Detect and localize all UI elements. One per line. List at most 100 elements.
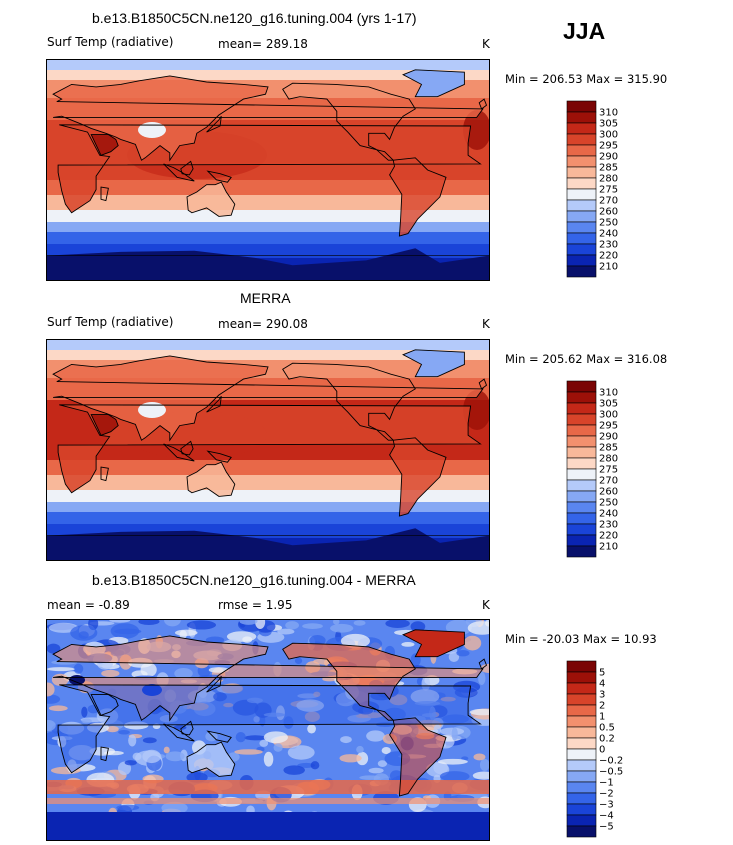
map-fill bbox=[47, 620, 489, 840]
colorbar-box bbox=[566, 479, 597, 492]
colorbar-box bbox=[566, 243, 597, 256]
colorbar-box bbox=[566, 781, 597, 794]
colorbar-box bbox=[566, 402, 597, 415]
colorbar-tick-label: 310 bbox=[599, 388, 618, 399]
colorbar-tick-label: 0.5 bbox=[599, 723, 615, 734]
colorbar-tick-label: 240 bbox=[599, 229, 618, 240]
colorbar: 310 305 300 295 290 285 280 275 270 260 250 240 230 2… bbox=[566, 380, 637, 558]
panel-title: b.e13.B1850C5CN.ne120_g16.tuning.004 - M… bbox=[92, 572, 416, 588]
season-label: JJA bbox=[563, 18, 606, 44]
difference-map bbox=[46, 619, 490, 841]
mean-label: mean= 289.18 bbox=[218, 37, 308, 51]
colorbar-box bbox=[566, 232, 597, 245]
colorbar-tick-label: 305 bbox=[599, 119, 618, 130]
colorbar-tick-label: 300 bbox=[599, 130, 618, 141]
colorbar-tick-label: 210 bbox=[599, 262, 618, 273]
colorbar-box bbox=[566, 155, 597, 168]
colorbar-box bbox=[566, 210, 597, 223]
colorbar-tick-label: 2 bbox=[599, 701, 605, 712]
colorbar-tick-label: 280 bbox=[599, 174, 618, 185]
colorbar-box bbox=[566, 122, 597, 135]
colorbar-tick-label: 275 bbox=[599, 465, 618, 476]
minmax-label: Min = 205.62 Max = 316.08 bbox=[505, 352, 668, 366]
colorbar-tick-label: 210 bbox=[599, 542, 618, 553]
colorbar: 310 305 300 295 290 285 280 275 270 260 250 240 230 2… bbox=[566, 100, 637, 278]
colorbar-tick-label: 300 bbox=[599, 410, 618, 421]
colorbar-tick-label: −4 bbox=[599, 811, 614, 822]
colorbar-box bbox=[566, 177, 597, 190]
colorbar-box bbox=[566, 660, 597, 673]
colorbar-box bbox=[566, 814, 597, 827]
colorbar-box bbox=[566, 803, 597, 816]
rmse-label: rmse = 1.95 bbox=[218, 598, 293, 612]
colorbar-box bbox=[566, 391, 597, 404]
colorbar-box bbox=[566, 704, 597, 717]
colorbar-box bbox=[566, 523, 597, 536]
units-label: K bbox=[482, 598, 490, 612]
colorbar-tick-label: 280 bbox=[599, 454, 618, 465]
coastlines bbox=[47, 69, 489, 256]
units-label: K bbox=[482, 37, 490, 51]
colorbar-box bbox=[566, 693, 597, 706]
colorbar-box bbox=[566, 111, 597, 124]
temperature-map bbox=[46, 339, 490, 561]
colorbar-box bbox=[566, 534, 597, 547]
minmax-label: Min = -20.03 Max = 10.93 bbox=[505, 632, 657, 646]
colorbar-box bbox=[566, 446, 597, 459]
colorbar-box bbox=[566, 501, 597, 514]
colorbar: 5 4 3 2 1 0.5 0.2 0 −0.2 −0.5 −1 −2 −3 −4 −5 bbox=[566, 660, 637, 838]
colorbar-box bbox=[566, 682, 597, 695]
colorbar-tick-label: 305 bbox=[599, 399, 618, 410]
mean-label: mean= 290.08 bbox=[218, 317, 308, 331]
colorbar-box bbox=[566, 254, 597, 267]
colorbar-tick-label: 0.2 bbox=[599, 734, 615, 745]
map-fill bbox=[47, 60, 489, 280]
colorbar-tick-label: 275 bbox=[599, 185, 618, 196]
colorbar-tick-label: 285 bbox=[599, 163, 618, 174]
colorbar-box bbox=[566, 825, 597, 838]
colorbar-box bbox=[566, 199, 597, 212]
panel-title: b.e13.B1850C5CN.ne120_g16.tuning.004 (yr… bbox=[92, 10, 417, 26]
colorbar-tick-label: 270 bbox=[599, 476, 618, 487]
colorbar-box bbox=[566, 221, 597, 234]
panel-difference: b.e13.B1850C5CN.ne120_g16.tuning.004 - M… bbox=[0, 565, 733, 845]
colorbar-tick-label: 230 bbox=[599, 520, 618, 531]
coastlines bbox=[47, 349, 489, 536]
panel-model: b.e13.B1850C5CN.ne120_g16.tuning.004 (yr… bbox=[0, 0, 733, 290]
colorbar-box bbox=[566, 435, 597, 448]
colorbar-box bbox=[566, 133, 597, 146]
colorbar-box bbox=[566, 468, 597, 481]
colorbar-tick-label: 285 bbox=[599, 443, 618, 454]
colorbar-tick-label: 230 bbox=[599, 240, 618, 251]
colorbar-tick-label: 270 bbox=[599, 196, 618, 207]
coastlines bbox=[52, 629, 488, 797]
colorbar-tick-label: 250 bbox=[599, 498, 618, 509]
colorbar-tick-label: 4 bbox=[599, 679, 605, 690]
colorbar-box bbox=[566, 737, 597, 750]
colorbar-tick-label: −0.2 bbox=[599, 756, 623, 767]
colorbar-tick-label: 5 bbox=[599, 668, 605, 679]
colorbar-tick-label: 295 bbox=[599, 421, 618, 432]
colorbar-box bbox=[566, 380, 597, 393]
colorbar-tick-label: 1 bbox=[599, 712, 605, 723]
minmax-label: Min = 206.53 Max = 315.90 bbox=[505, 72, 668, 86]
variable-label: Surf Temp (radiative) bbox=[47, 315, 174, 329]
colorbar-tick-label: 295 bbox=[599, 141, 618, 152]
colorbar-tick-label: 240 bbox=[599, 509, 618, 520]
colorbar-tick-label: 220 bbox=[599, 251, 618, 262]
colorbar-tick-label: 220 bbox=[599, 531, 618, 542]
colorbar-tick-label: 260 bbox=[599, 207, 618, 218]
colorbar-box bbox=[566, 424, 597, 437]
colorbar-tick-label: −2 bbox=[599, 789, 614, 800]
colorbar-tick-label: 310 bbox=[599, 108, 618, 119]
colorbar-box bbox=[566, 413, 597, 426]
colorbar-tick-label: 290 bbox=[599, 152, 618, 163]
colorbar-box bbox=[566, 715, 597, 728]
colorbar-box bbox=[566, 188, 597, 201]
colorbar-tick-label: 0 bbox=[599, 745, 605, 756]
colorbar-box bbox=[566, 770, 597, 783]
mean-label: mean = -0.89 bbox=[47, 598, 130, 612]
colorbar-box bbox=[566, 545, 597, 558]
colorbar-tick-label: 250 bbox=[599, 218, 618, 229]
colorbar-tick-label: 260 bbox=[599, 487, 618, 498]
